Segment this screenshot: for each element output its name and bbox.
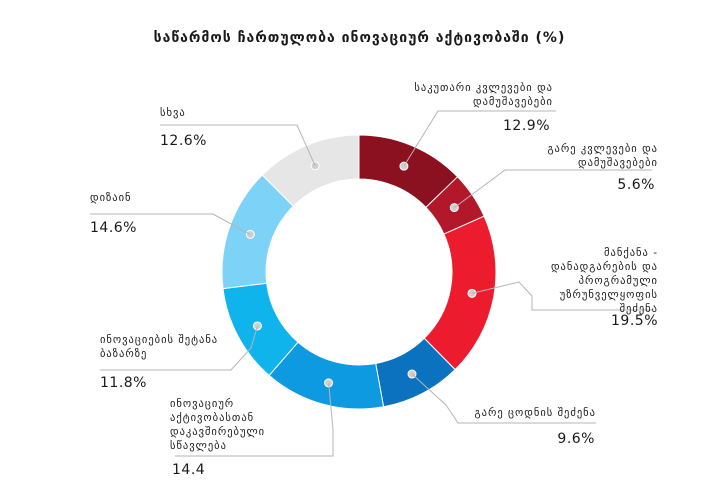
chart-title: საწარმოს ჩართულობა ინოვაციურ აქტივობაში … (153, 30, 566, 46)
slice-value-other: 12.6% (160, 133, 207, 149)
leader-line-own-research (403, 110, 556, 167)
slice-label-training: ინოვაციურ აქტივობასთან დაკავშირებული სწა… (170, 398, 266, 452)
leader-line-design (90, 213, 251, 235)
slice-value-external-knowledge: 9.6% (557, 431, 595, 447)
leader-line-external-research (453, 169, 652, 209)
slice-label-machinery: მანქანა - დანადგარების და პროგრამული უზრ… (550, 247, 658, 315)
slice-label-design: დიზაინ (90, 192, 132, 204)
leader-line-external-knowledge (411, 373, 596, 424)
leader-line-training (175, 382, 334, 457)
leader-line-market-introduction (100, 325, 258, 371)
donut-slice-other (261, 134, 360, 207)
donut-slice-machinery (423, 215, 497, 371)
slice-value-training: 14.4 (172, 462, 206, 478)
slice-value-design: 14.6% (90, 220, 137, 236)
leader-line-other (160, 124, 316, 166)
slice-value-external-research: 5.6% (617, 177, 655, 193)
slice-label-external-knowledge: გარე ცოდნის შეძენა (474, 407, 596, 419)
slice-label-own-research: საკუთარი კვლევები და დამუშავებები (414, 82, 553, 108)
leader-line-machinery (471, 281, 652, 311)
slice-label-other: სხვა (160, 107, 186, 119)
slice-label-market-introduction: ინოვაციების შეტანა ბაზარზე (100, 334, 219, 360)
slice-label-external-research: გარე კვლევები და დამუშავებები (547, 143, 658, 169)
slice-value-machinery: 19.5% (611, 313, 658, 329)
slice-value-own-research: 12.9% (503, 118, 550, 134)
slice-value-market-introduction: 11.8% (100, 375, 147, 391)
